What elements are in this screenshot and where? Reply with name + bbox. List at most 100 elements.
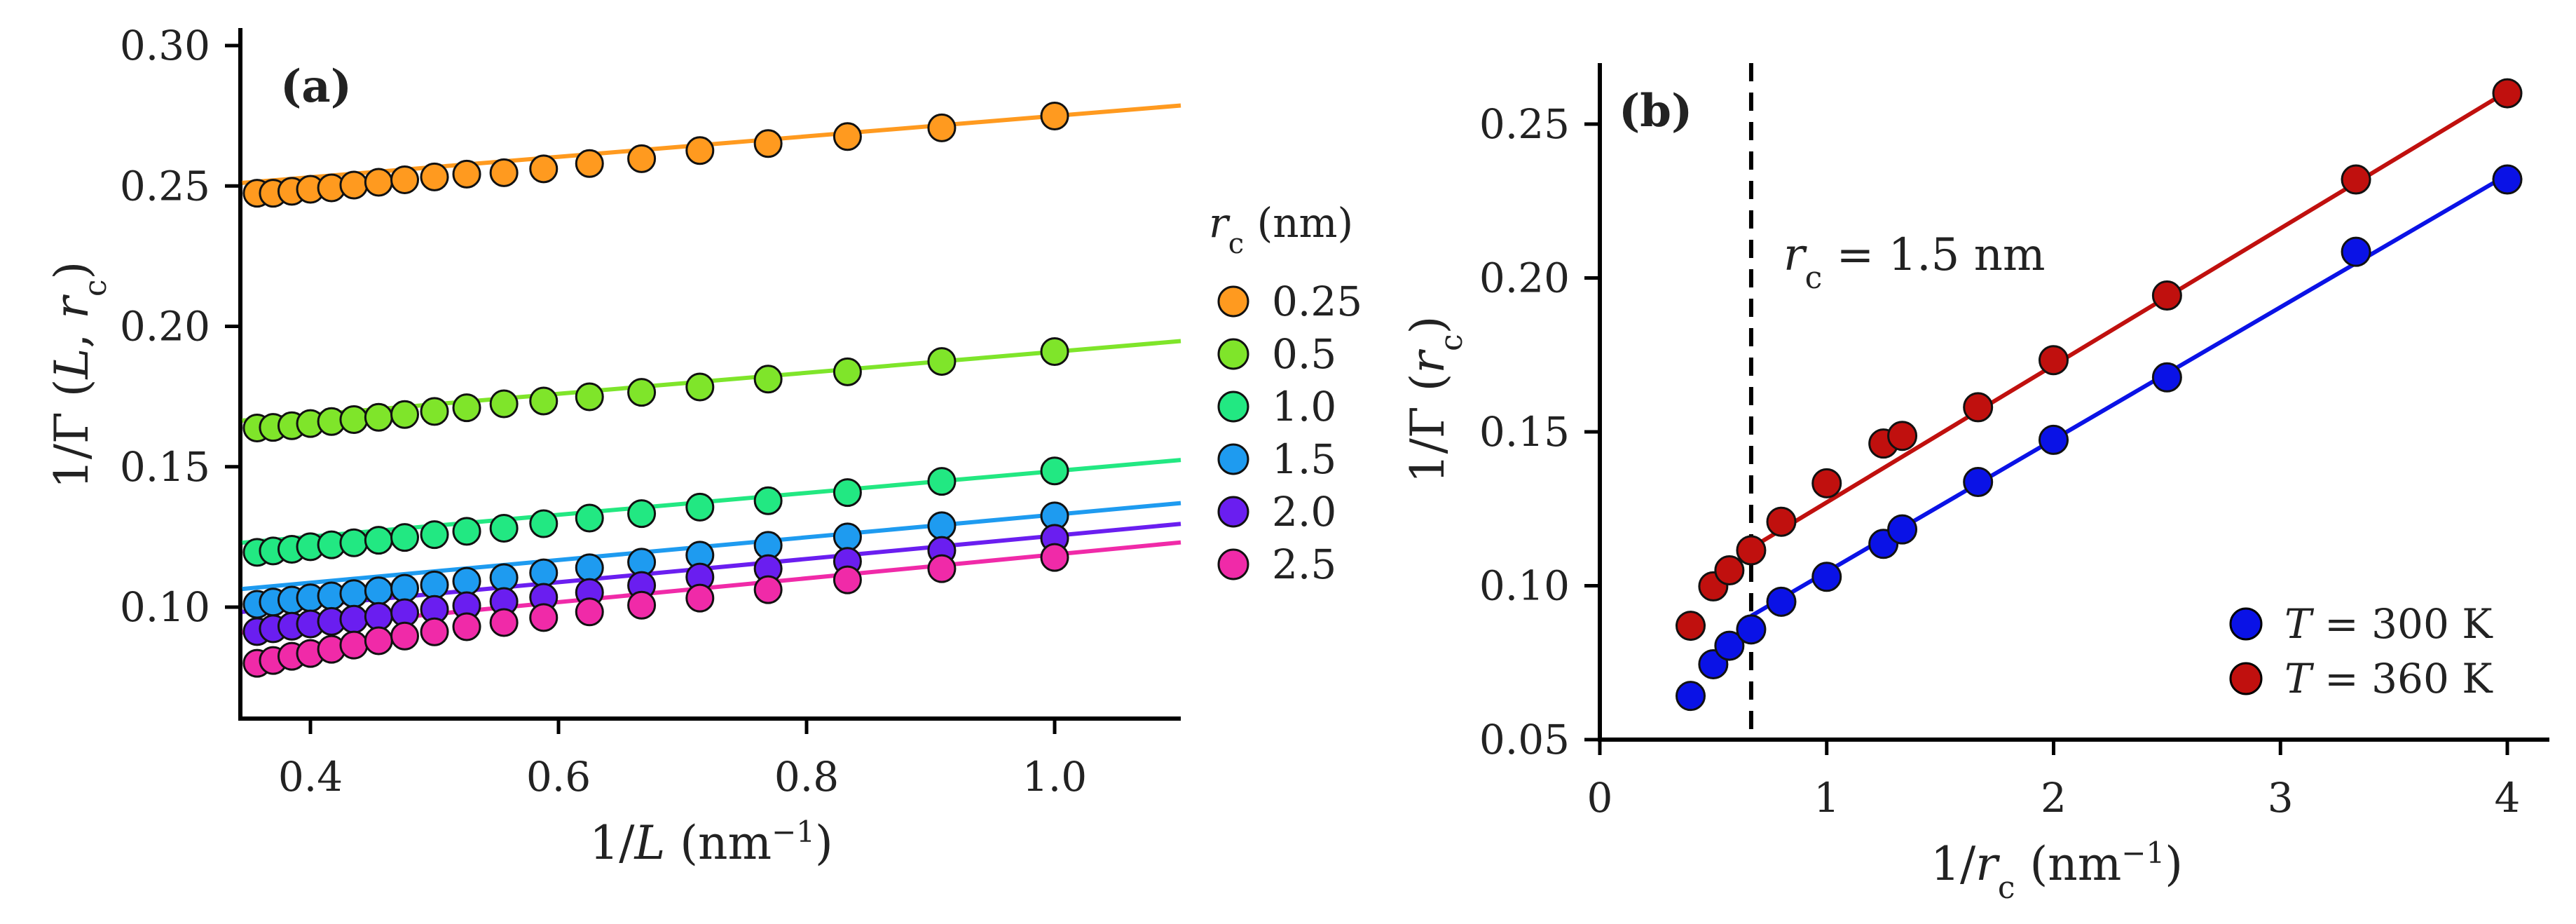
point-rc-0.25 (529, 154, 559, 184)
legend-label-300k: T = 300 K (2284, 600, 2493, 648)
point-rc-1.0 (420, 520, 449, 550)
point-rc-0.5 (1040, 337, 1069, 367)
point-rc-2.5 (452, 612, 481, 641)
point-rc-0.25 (927, 113, 957, 142)
legend-marker-rc-0.25 (1217, 285, 1249, 318)
fit-line-rc-1.5 (242, 501, 1181, 592)
point-rc-1.0 (753, 486, 783, 515)
panel-b-x-axis-label: 1/rc (nm−1) (1931, 836, 2183, 906)
point-rc-2.5 (627, 590, 657, 620)
point-T-=-360-K (1714, 555, 1745, 586)
point-T-=-360-K (2492, 78, 2523, 109)
point-rc-0.5 (833, 357, 862, 386)
point-T-=-360-K (1676, 611, 1706, 641)
legend-marker-rc-1.0 (1217, 390, 1249, 423)
point-rc-0.25 (685, 136, 715, 165)
point-T-=-360-K (2341, 164, 2371, 195)
panel-a-legend: rc (nm) 0.25 0.5 1.0 1.5 2.0 2.5 (1209, 199, 1362, 588)
point-T-=-300-K (1963, 467, 1994, 498)
point-T-=-300-K (2341, 236, 2371, 267)
point-rc-2.5 (833, 565, 862, 595)
point-T-=-300-K (1887, 514, 1918, 545)
point-T-=-360-K (2039, 345, 2069, 376)
fit-line-T-=-360-K (1750, 89, 2509, 550)
point-rc-1.0 (627, 499, 657, 529)
point-rc-2.0 (339, 604, 369, 634)
point-rc-1.0 (833, 478, 862, 508)
panel-b-label: (b) (1619, 85, 1692, 137)
panel-b-plot-area (1676, 63, 2523, 740)
point-T-=-360-K (1736, 535, 1767, 566)
point-rc-0.5 (685, 372, 715, 402)
legend-label-rc-1.0: 1.0 (1272, 383, 1336, 430)
point-rc-0.25 (364, 168, 393, 197)
point-rc-1.5 (364, 576, 393, 606)
point-rc-0.25 (753, 129, 783, 158)
panel-b-y-tick-label: 0.25 (1479, 100, 1570, 148)
point-rc-1.0 (685, 492, 715, 522)
point-T-=-360-K (1766, 506, 1797, 537)
point-rc-1.5 (529, 558, 559, 587)
panel-a-y-tick-label: 0.25 (120, 162, 210, 210)
point-rc-1.5 (927, 511, 957, 541)
point-rc-1.0 (452, 517, 481, 546)
point-rc-1.0 (927, 467, 957, 496)
point-rc-0.25 (390, 165, 420, 194)
panel-a-x-tick-label: 0.8 (774, 753, 839, 801)
point-rc-0.5 (575, 382, 604, 412)
point-rc-1.5 (575, 553, 604, 583)
point-rc-2.0 (364, 602, 393, 631)
point-rc-0.25 (489, 158, 519, 187)
point-T-=-300-K (1676, 681, 1706, 712)
panel-a-x-axis-label: 1/L (nm−1) (589, 815, 833, 871)
point-T-=-300-K (2151, 362, 2182, 393)
panel-b-y-tick-label: 0.20 (1479, 254, 1570, 302)
point-T-=-300-K (2492, 164, 2523, 195)
point-rc-0.25 (452, 159, 481, 189)
point-rc-0.5 (489, 389, 519, 419)
point-T-=-360-K (1963, 392, 1994, 423)
point-rc-1.0 (364, 526, 393, 555)
point-rc-0.5 (390, 400, 420, 429)
point-rc-1.5 (390, 573, 420, 603)
point-rc-2.5 (685, 583, 715, 613)
point-rc-0.5 (927, 347, 957, 376)
panel-b-legend: T = 300 K T = 360 K (2229, 600, 2493, 702)
point-rc-0.5 (529, 386, 559, 416)
legend-marker-rc-0.5 (1217, 338, 1249, 370)
point-rc-1.5 (339, 579, 369, 609)
vline-annotation: rc = 1.5 nm (1783, 229, 2046, 296)
panel-a-x-tick-label: 0.4 (278, 753, 343, 801)
panel-b: 0 1 2 3 4 0.05 0.10 0.15 0.20 0.25 (b) rc = 1.5 n… (1401, 63, 2549, 906)
legend-marker-rc-2.0 (1217, 496, 1249, 528)
panel-a-plot-area (242, 102, 1181, 678)
point-rc-2.5 (529, 603, 559, 632)
panel-a: 0.4 0.6 0.8 1.0 0.10 0.15 0.20 0.25 0.30 (a) 1/L… (45, 22, 1362, 870)
point-rc-2.5 (575, 597, 604, 627)
point-T-=-360-K (1811, 468, 1842, 498)
legend-label-rc-0.5: 0.5 (1272, 330, 1336, 378)
point-T-=-360-K (2151, 280, 2182, 311)
panel-a-y-axis-label: 1/Γ (L, rc) (45, 261, 114, 489)
point-rc-0.25 (339, 170, 369, 200)
point-rc-1.0 (489, 513, 519, 543)
point-rc-0.5 (753, 365, 783, 394)
point-rc-1.5 (452, 566, 481, 596)
point-rc-0.5 (339, 405, 369, 434)
point-rc-0.5 (452, 393, 481, 423)
point-rc-2.5 (927, 554, 957, 583)
point-rc-0.5 (420, 397, 449, 426)
point-rc-1.5 (833, 522, 862, 552)
point-T-=-360-K (1887, 421, 1918, 451)
panel-a-legend-title: rc (nm) (1209, 199, 1353, 260)
point-rc-0.5 (364, 402, 393, 432)
point-rc-2.5 (339, 630, 369, 660)
panel-b-x-tick-label: 2 (2041, 774, 2067, 822)
panel-b-x-tick-label: 4 (2495, 774, 2521, 822)
point-rc-2.5 (420, 617, 449, 646)
point-rc-0.5 (627, 378, 657, 407)
point-rc-0.25 (833, 122, 862, 151)
panel-b-x-tick-label: 3 (2268, 774, 2294, 822)
panel-a-y-tick-label: 0.20 (120, 303, 210, 351)
panel-a-x-tick-label: 0.6 (526, 753, 591, 801)
